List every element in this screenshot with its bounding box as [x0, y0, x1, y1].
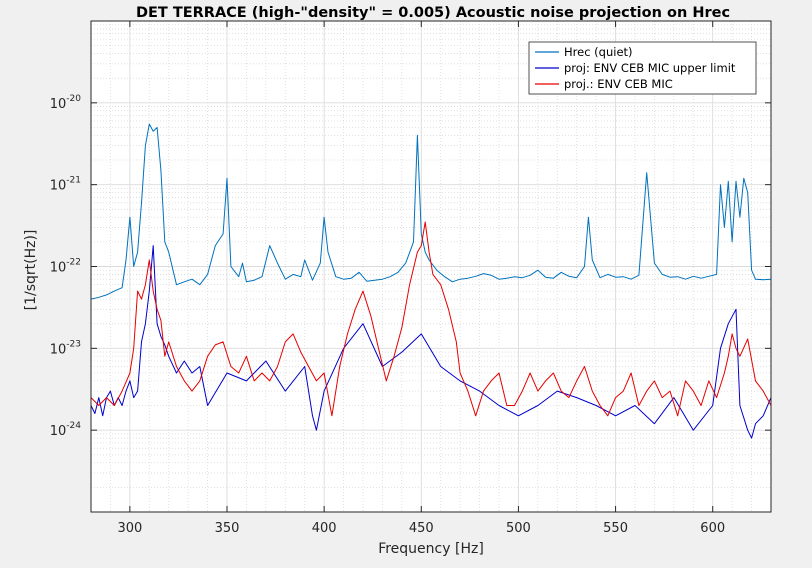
y-tick-label: 10-22 [50, 258, 81, 276]
y-tick-label: 10-24 [50, 421, 82, 439]
legend-box [528, 41, 757, 95]
y-tick-label: 10-20 [50, 94, 82, 112]
y-axis-label: [1/sqrt(Hz)] [23, 230, 39, 311]
y-axis: 10-24 10-23 10-22 10-21 10-20 [50, 94, 771, 439]
x-tick-label: 400 [312, 521, 337, 536]
x-axis-label: Frequency [Hz] [378, 541, 484, 557]
series-line-2 [90, 245, 772, 439]
x-tick-label: 600 [700, 521, 725, 536]
legend-label: Hrec (quiet) [564, 45, 633, 59]
chart-title: DET TERRACE (high-"density" = 0.005) Aco… [136, 5, 730, 21]
major-grid [91, 21, 771, 512]
x-tick-label: 350 [215, 521, 240, 536]
legend: Hrec (quiet) proj: ENV CEB MIC upper limi… [528, 41, 757, 95]
legend-label: proj: ENV CEB MIC upper limit [564, 61, 736, 75]
series-layer [90, 123, 772, 439]
series-line-3 [90, 221, 772, 417]
legend-label: proj.: ENV CEB MIC [564, 77, 673, 91]
y-tick-label: 10-21 [50, 176, 81, 194]
x-axis: 300 350 400 450 500 550 600 [117, 21, 725, 536]
x-tick-label: 550 [603, 521, 628, 536]
series-line-1 [90, 123, 772, 300]
x-tick-label: 500 [506, 521, 531, 536]
y-tick-label: 10-23 [50, 339, 81, 357]
x-tick-label: 450 [409, 521, 434, 536]
x-tick-label: 300 [117, 521, 142, 536]
